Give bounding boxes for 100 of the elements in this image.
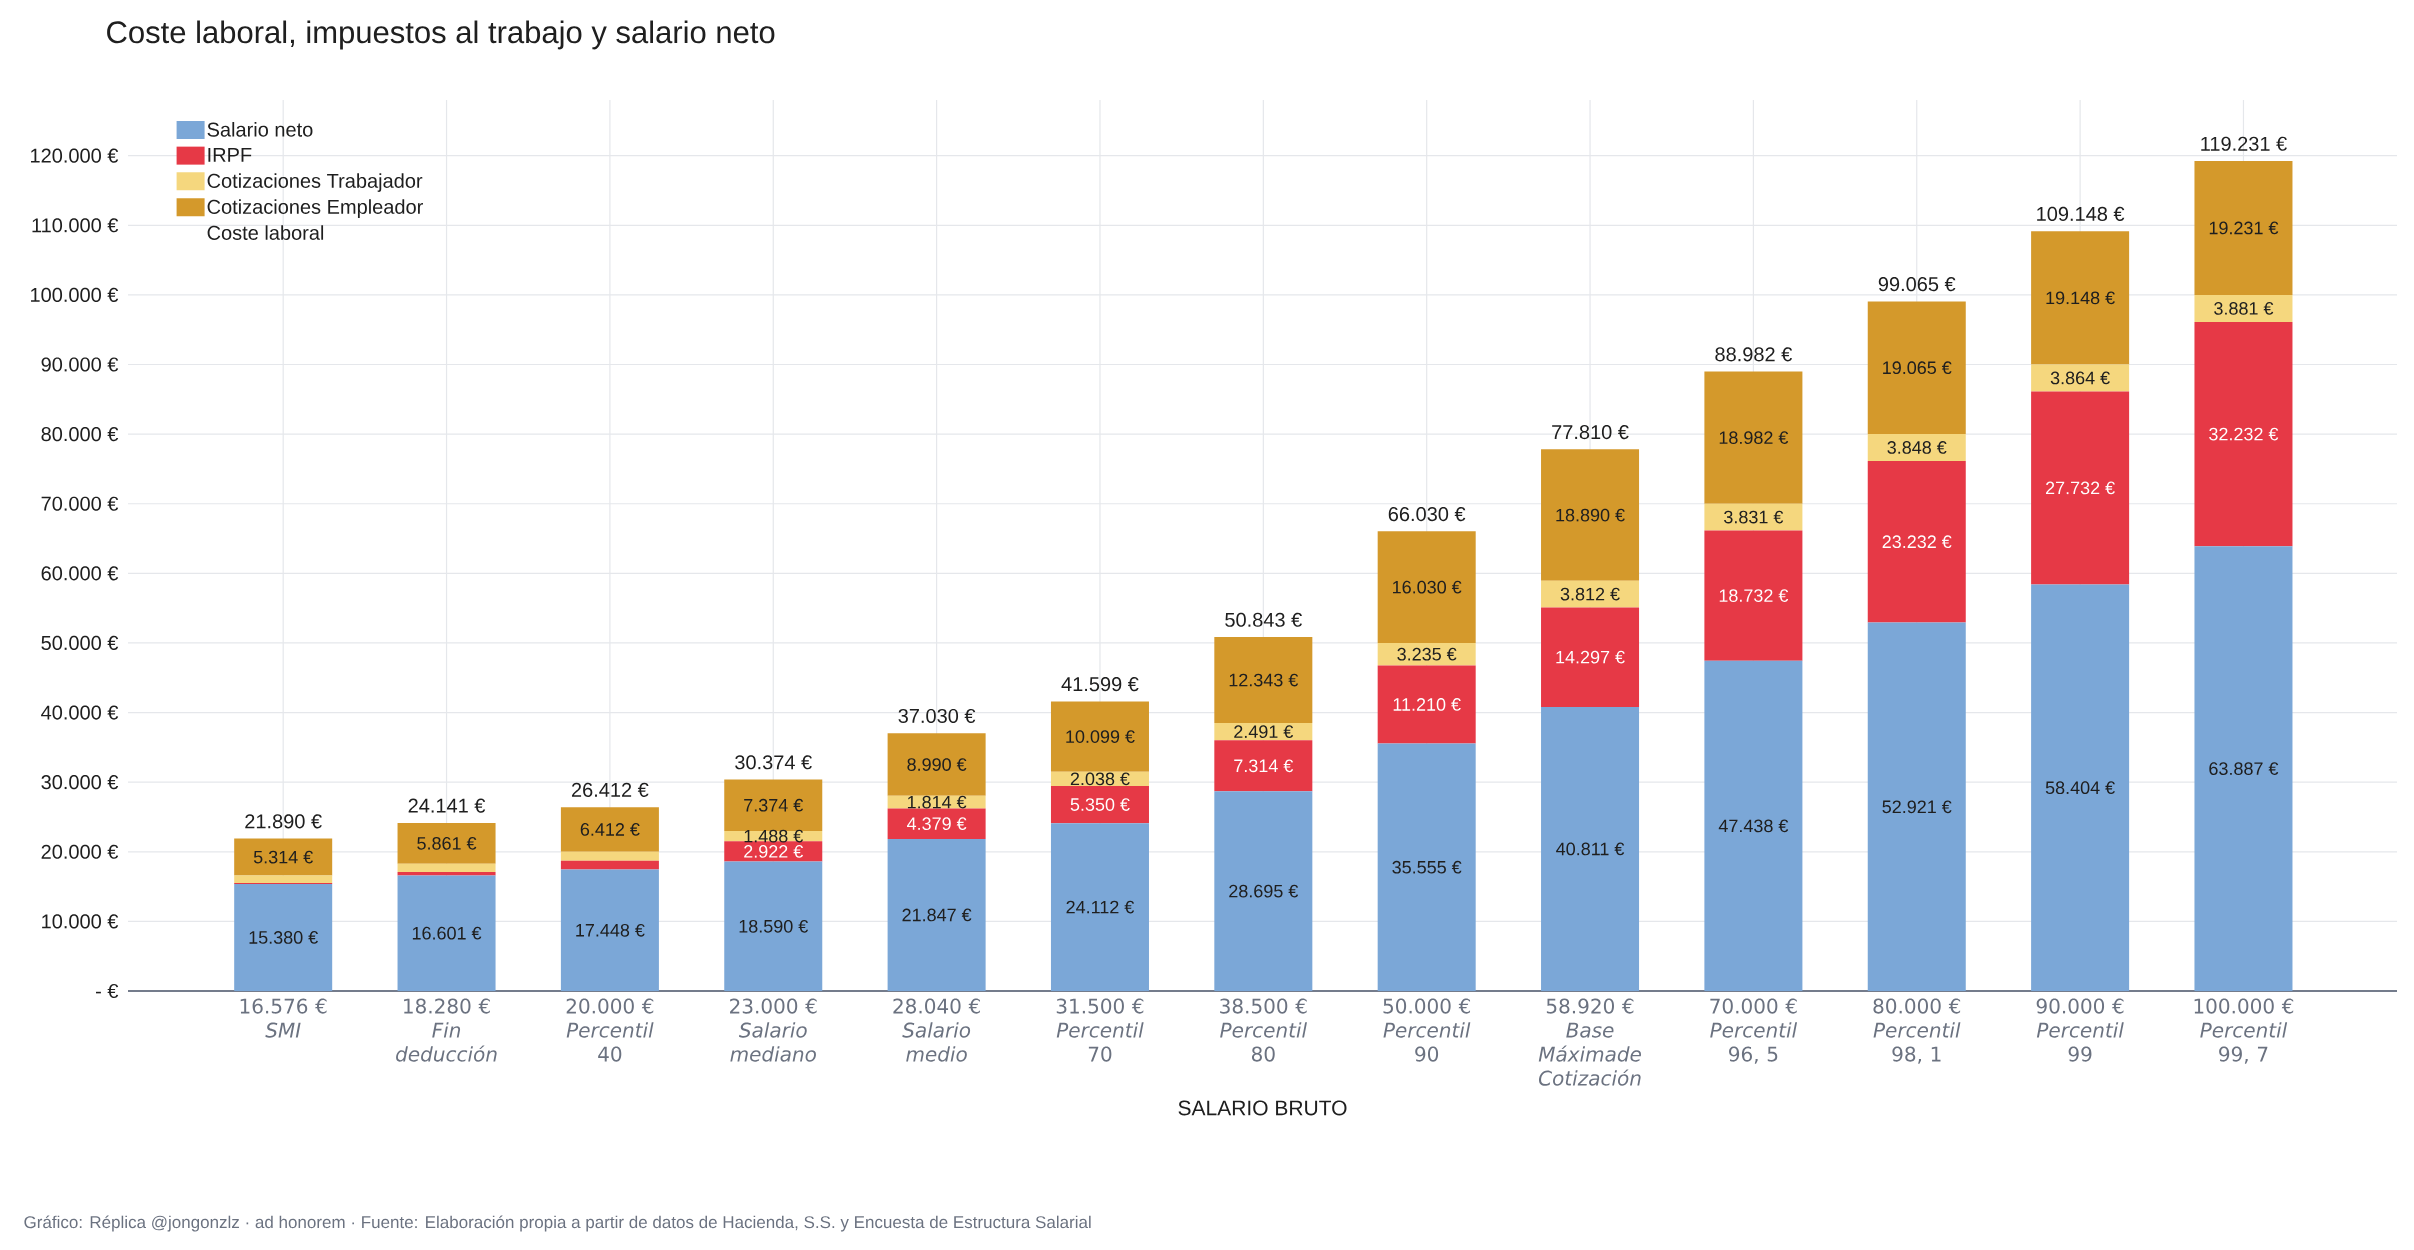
bar (1214, 637, 1313, 723)
data-label: 3.864 € (2050, 371, 2110, 385)
data-label: 21.847 € (902, 908, 972, 922)
total-label: 77.810 € (1552, 425, 1629, 440)
bar (724, 861, 823, 991)
y-tick-label: 120.000 € (31, 148, 119, 163)
y-tick-label: 90.000 € (41, 357, 119, 372)
bar (1541, 607, 1640, 707)
data-label: 19.065 € (1883, 361, 1952, 375)
data-label: 10.099 € (1066, 730, 1135, 743)
bar (2194, 294, 2293, 322)
bar (1214, 740, 1313, 792)
data-label: 24.112 € (1066, 900, 1135, 914)
bar (1704, 660, 1803, 991)
data-label: 40.811 € (1556, 842, 1625, 856)
data-label: 18.732 € (1719, 589, 1789, 602)
x-tick-label: 80.000 € Percentil 98, 1 (1873, 998, 1961, 1064)
data-label: 3.235 € (1397, 647, 1457, 661)
bar (1704, 371, 1803, 504)
data-label: 32.232 € (2209, 427, 2279, 441)
bar (397, 822, 496, 864)
total-label: 50.843 € (1225, 612, 1302, 627)
bar (234, 883, 333, 991)
data-label: 18.982 € (1719, 431, 1789, 445)
legend-label: Salario neto (207, 122, 313, 137)
legend-label: Cotizaciones Trabajador (207, 173, 423, 192)
bar (887, 838, 986, 991)
bar (1704, 530, 1803, 661)
bar (1050, 823, 1149, 991)
data-label: 7.374 € (744, 798, 804, 812)
bar (397, 863, 496, 872)
data-label: 3.812 € (1560, 587, 1620, 601)
bar (1377, 665, 1476, 744)
bar (1867, 301, 1966, 435)
data-label: 28.695 € (1229, 884, 1299, 898)
data-label: 63.887 € (2209, 762, 2279, 776)
y-tick-label: 50.000 € (41, 635, 119, 651)
bar (1214, 791, 1313, 991)
data-label: 8.990 € (907, 758, 967, 771)
total-label: 99.065 € (1878, 277, 1956, 292)
bar (887, 808, 986, 839)
x-tick-label: 18.280 € Fin deducción (396, 998, 497, 1062)
x-tick-label: 20.000 € Percentil 40 (566, 998, 654, 1062)
data-label: 19.231 € (2209, 221, 2279, 235)
data-label: 58.404 € (2045, 781, 2115, 795)
data-label: 5.314 € (253, 850, 313, 864)
bar (1704, 503, 1803, 531)
bar (2194, 546, 2293, 991)
x-tick-label: 31.500 € Percentil 70 (1056, 998, 1144, 1062)
y-tick-label: - € (96, 983, 119, 999)
chart-title: Coste laboral, impuestos al trabajo y salario neto (107, 20, 775, 50)
x-axis-title: SALARIO BRUTO (1178, 1100, 1347, 1116)
data-label: 1.814 € (907, 795, 967, 809)
data-label: 12.343 € (1229, 673, 1299, 687)
x-tick-label: 50.000 € Percentil 90 (1383, 998, 1471, 1062)
bar (1867, 434, 1966, 461)
bar (560, 807, 659, 852)
data-label: 16.030 € (1393, 580, 1462, 594)
total-label: 21.890 € (245, 814, 322, 829)
bar (1541, 449, 1640, 581)
data-label: 23.232 € (1882, 535, 1952, 549)
data-label: 52.921 € (1882, 800, 1952, 814)
data-label: 16.601 € (412, 926, 482, 940)
data-label: 17.448 € (576, 923, 645, 937)
bar (560, 860, 659, 870)
total-label: 109.148 € (2037, 206, 2125, 222)
x-tick-label: 38.500 € Percentil 80 (1220, 998, 1307, 1062)
bar (2031, 231, 2130, 365)
y-tick-label: 10.000 € (42, 914, 119, 929)
bar (1377, 531, 1476, 643)
data-label: 3.831 € (1724, 510, 1784, 524)
bar (397, 875, 496, 991)
data-label: 7.314 € (1234, 759, 1294, 773)
total-label: 37.030 € (898, 708, 976, 724)
x-tick-label: 100.000 € Percentil 99, 7 (2194, 998, 2294, 1064)
bar (724, 841, 823, 862)
data-label: 4.379 € (907, 817, 967, 831)
bar (1867, 460, 1966, 623)
data-label: 2.038 € (1070, 772, 1130, 786)
bar (724, 779, 823, 831)
total-label: 30.374 € (735, 755, 812, 770)
x-tick-label: 70.000 € Percentil 96, 5 (1710, 998, 1798, 1064)
x-tick-label: 28.040 € Salario medio (893, 998, 980, 1062)
annotation: Coste laboral (207, 225, 324, 240)
data-label: 6.412 € (580, 823, 640, 836)
total-label: 24.141 € (408, 798, 486, 813)
data-label: 1.488 € (744, 829, 804, 843)
bar (1050, 785, 1149, 824)
x-tick-label: 58.920 € Base Máximade Cotización (1538, 998, 1641, 1086)
data-label: 35.555 € (1392, 860, 1462, 874)
text: Gráfico: Réplica @jongonzlz · ad honorem · Fuente: Elaboración propia a partir de datos de Hacienda, S.S. y Encuesta de Estructura Salarial (24, 1215, 1091, 1232)
y-tick-label: 20.000 € (41, 844, 119, 859)
data-label: 47.438 € (1718, 819, 1789, 833)
bar (2031, 584, 2130, 991)
data-label: 11.210 € (1393, 698, 1461, 711)
y-tick-label: 70.000 € (41, 496, 119, 511)
bar (1541, 706, 1640, 991)
y-tick-label: 110.000 € (32, 218, 119, 233)
total-label: 26.412 € (571, 782, 649, 797)
data-label: 18.890 € (1556, 508, 1625, 522)
